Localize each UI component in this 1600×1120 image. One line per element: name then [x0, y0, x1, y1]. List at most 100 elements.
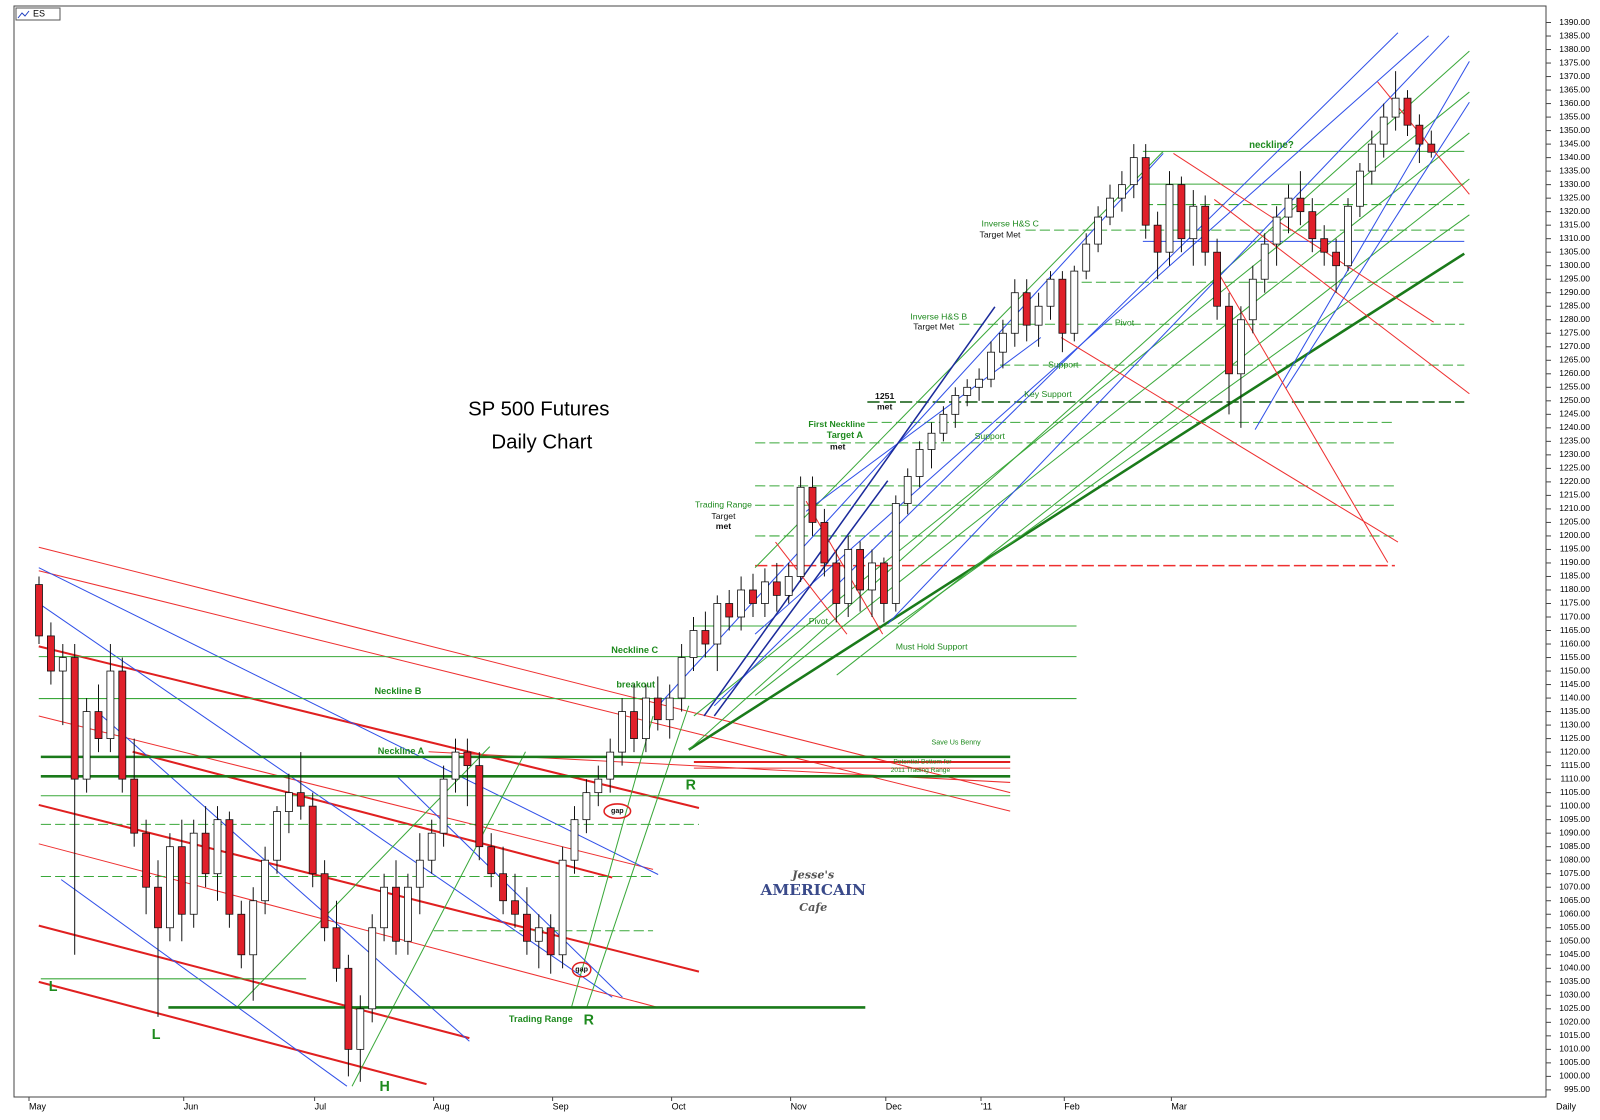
y-tick-label: 1180.00 [1560, 584, 1590, 594]
candle-body [856, 549, 864, 591]
candle-body [868, 562, 876, 591]
candle-body [808, 486, 817, 523]
candle-body [546, 927, 555, 956]
y-tick-label: 1020.00 [1559, 1017, 1590, 1027]
annotation: Save Us Benny [932, 738, 982, 746]
y-tick-label: 1245.00 [1559, 409, 1590, 419]
y-tick-label: 1005.00 [1559, 1057, 1590, 1067]
candle-body [820, 522, 829, 564]
trend-line [703, 306, 996, 717]
y-tick-label: 1235.00 [1559, 436, 1590, 446]
candle-body [1094, 216, 1102, 245]
candle-body [606, 751, 615, 780]
x-tick-label: Feb [1064, 1101, 1080, 1111]
trend-line [38, 603, 613, 998]
annotation: met [877, 401, 893, 411]
candle-body [951, 395, 960, 415]
candle-body [237, 913, 246, 956]
trend-line [713, 32, 1399, 707]
candle-body [1177, 184, 1186, 240]
logo-text: AMERICAIN [760, 881, 866, 899]
trend-line [38, 715, 654, 870]
candle-body [154, 886, 162, 929]
y-tick-label: 1175.00 [1560, 598, 1590, 608]
candle-body [201, 832, 210, 875]
chart-title: SP 500 Futures [468, 399, 609, 421]
candle-body [94, 711, 103, 740]
annotation: gap [575, 966, 588, 974]
y-tick-label: 1285.00 [1559, 300, 1590, 310]
y-tick-label: 1250.00 [1559, 395, 1590, 405]
x-tick-label: Oct [672, 1101, 687, 1111]
candle-body [1427, 143, 1436, 153]
annotation: Target Met [980, 230, 1022, 240]
annotation: 2011 Trading Range [891, 767, 951, 774]
candle-body [82, 711, 91, 780]
candle-body [570, 819, 579, 861]
y-tick-label: 1210.00 [1559, 503, 1590, 513]
trend-line [38, 645, 700, 810]
candle-body [1129, 157, 1138, 186]
annotation: Key Support [1024, 389, 1072, 399]
candle-body [1058, 278, 1067, 334]
y-tick-label: 1075.00 [1559, 868, 1590, 878]
candle-body [963, 386, 972, 396]
trend-line [1173, 152, 1434, 323]
trend-line [1285, 102, 1470, 389]
y-tick-label: 1010.00 [1559, 1044, 1590, 1054]
candle-body [523, 913, 531, 942]
y-tick-label: 1165.00 [1560, 625, 1590, 635]
y-tick-label: 1280.00 [1559, 314, 1590, 324]
candle-body [975, 378, 983, 388]
y-tick-label: 1145.00 [1560, 679, 1590, 689]
candle-body [1284, 197, 1293, 218]
candle-body [165, 846, 174, 929]
candle-body [439, 778, 448, 834]
candle-body [213, 819, 222, 875]
candle-body [177, 846, 186, 915]
trend-line [38, 546, 1011, 794]
trend-line [688, 50, 1470, 751]
y-tick-label: 1025.00 [1559, 1003, 1590, 1013]
y-tick-label: 1355.00 [1559, 111, 1590, 121]
logo-text: Cafe [799, 900, 827, 914]
annotation: Neckline B [374, 686, 421, 696]
candle-body [47, 635, 55, 672]
candle-body [118, 670, 127, 780]
annotation: Support [975, 431, 1006, 441]
y-tick-label: 1240.00 [1559, 422, 1590, 432]
candle-body [1415, 124, 1424, 145]
y-tick-label: 1390.00 [1559, 17, 1590, 27]
y-tick-label: 1065.00 [1559, 895, 1590, 905]
annotation: Inverse H&S B [910, 311, 967, 321]
y-tick-label: 1135.00 [1560, 706, 1590, 716]
trend-line [38, 570, 1011, 812]
candle-body [653, 697, 662, 721]
candle-body [689, 630, 698, 658]
x-tick-label: Sep [553, 1101, 569, 1111]
y-tick-label: 1385.00 [1559, 30, 1590, 40]
trend-line [38, 843, 659, 1008]
trend-line [570, 715, 654, 1008]
annotation: R [686, 777, 697, 793]
annotation: met [830, 441, 846, 451]
x-tick-label: Jul [315, 1101, 327, 1111]
y-tick-label: 1130.00 [1560, 719, 1590, 729]
candle-body [511, 900, 519, 915]
y-tick-label: 1040.00 [1559, 963, 1590, 973]
candle-body [1296, 197, 1305, 213]
annotation: Support [1048, 359, 1079, 369]
trend-lines: SP 500 Futures Daily Chart Neckline C Neckl… [38, 32, 1470, 1095]
logo-text: Jesse's [790, 868, 835, 882]
y-tick-label: 1090.00 [1559, 827, 1590, 837]
candle-body [296, 792, 305, 807]
candle-body [1320, 238, 1329, 253]
annotation: Pivot [809, 616, 829, 626]
y-tick-label: 1345.00 [1559, 138, 1590, 148]
y-tick-label: 1370.00 [1559, 71, 1590, 81]
candle-body [249, 900, 258, 956]
annotation: Neckline C [611, 645, 658, 655]
y-tick-label: 1325.00 [1559, 192, 1590, 202]
period-label: Daily [1556, 1101, 1577, 1111]
